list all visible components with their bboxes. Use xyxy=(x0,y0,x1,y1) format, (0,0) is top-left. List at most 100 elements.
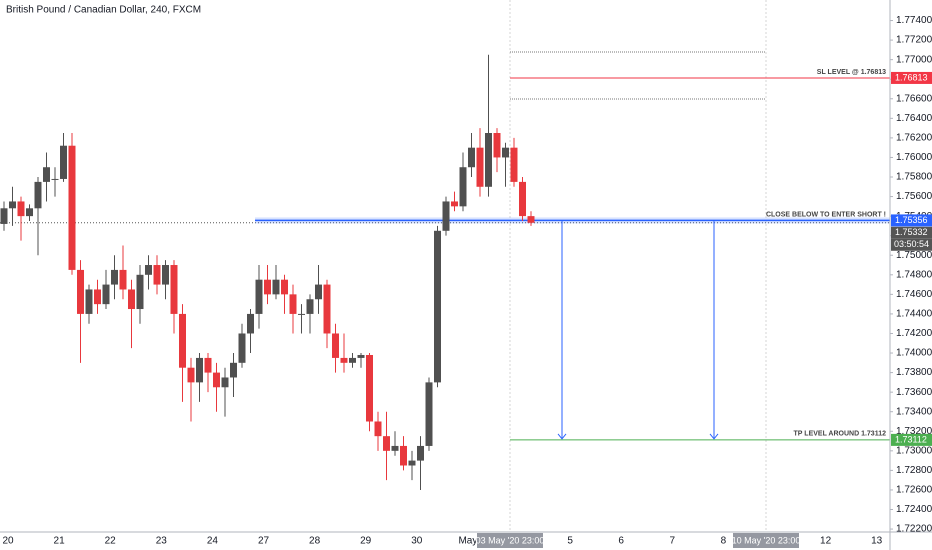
candle-body xyxy=(153,265,161,285)
y-tick-label: 1.75600 xyxy=(896,191,932,202)
candle-body xyxy=(34,181,42,209)
y-tick-label: 1.73400 xyxy=(896,406,932,417)
candle-body xyxy=(434,230,441,383)
x-tick-label: 13 xyxy=(871,536,883,547)
y-tick-label: 1.73000 xyxy=(896,445,932,456)
level-tag-label: 1.76813 xyxy=(895,72,928,82)
candle-body xyxy=(128,289,135,310)
candle-body xyxy=(391,445,399,451)
candle-body xyxy=(68,145,76,270)
candle-body xyxy=(111,269,118,285)
candle-body xyxy=(230,362,237,378)
candle-body xyxy=(493,133,501,158)
candle-body xyxy=(77,269,84,314)
candle-body xyxy=(9,201,16,209)
y-tick-label: 1.72200 xyxy=(896,524,932,535)
y-tick-label: 1.74000 xyxy=(896,348,932,359)
candle-body xyxy=(289,294,297,314)
x-tick-label: 29 xyxy=(360,536,372,547)
y-tick-label: 1.74800 xyxy=(896,269,932,280)
candle-body xyxy=(323,284,331,334)
candle-body xyxy=(94,289,101,305)
plot: SL LEVEL @ 1.76813 CLOSE BELOW TO ENTER S… xyxy=(0,54,890,490)
arrow-head xyxy=(709,433,719,440)
candle-body xyxy=(255,279,263,314)
candle-body xyxy=(238,333,246,363)
x-tick-label: 5 xyxy=(567,536,573,547)
x-tick-label: 21 xyxy=(54,536,66,547)
candle-body xyxy=(374,421,382,437)
candle-body xyxy=(213,372,220,388)
candle-body xyxy=(519,181,526,217)
candle-body xyxy=(425,382,433,446)
candle-body xyxy=(145,265,152,275)
candle-body xyxy=(162,265,169,285)
chart-title: British Pound / Canadian Dollar, 240, FX… xyxy=(6,5,201,16)
candle-body xyxy=(476,147,484,187)
x-tick-label: 28 xyxy=(309,536,321,547)
candle-body xyxy=(468,147,475,168)
last-price-tag xyxy=(891,226,932,239)
candle-body xyxy=(502,147,509,158)
x-tick-label: 22 xyxy=(105,536,117,547)
candle-body xyxy=(459,167,467,207)
candle-body xyxy=(187,367,195,383)
level-label: TP LEVEL AROUND 1.73112 xyxy=(794,431,887,438)
y-tick-label: 1.72600 xyxy=(896,485,932,496)
candle-body xyxy=(179,313,186,368)
y-tick-label: 1.74200 xyxy=(896,328,932,339)
candle-body xyxy=(442,201,450,231)
candle-body xyxy=(298,313,305,315)
candle-body xyxy=(306,299,314,314)
y-tick-label: 1.74600 xyxy=(896,289,932,300)
candle-body xyxy=(400,445,407,466)
candle-body xyxy=(102,284,110,305)
candle-body xyxy=(349,357,356,363)
candle-body xyxy=(221,377,229,388)
candle-body xyxy=(485,133,492,187)
time-highlight xyxy=(733,533,799,548)
candle-body xyxy=(408,460,416,466)
y-tick-label: 1.74400 xyxy=(896,309,932,320)
x-tick-label: 20 xyxy=(2,536,14,547)
x-tick-label: 24 xyxy=(207,536,219,547)
level-tag-label: 1.73112 xyxy=(895,434,927,444)
y-tick-label: 1.73600 xyxy=(896,387,932,398)
candle-body xyxy=(85,289,93,314)
y-tick-label: 1.76200 xyxy=(896,133,932,144)
y-tick-label: 1.72400 xyxy=(896,504,932,515)
x-tick-label: 30 xyxy=(411,536,423,547)
y-tick-label: 1.75800 xyxy=(896,172,932,183)
x-tick-label: 7 xyxy=(670,536,676,547)
level-tag-label: 1.75356 xyxy=(895,215,928,225)
candle-body xyxy=(196,357,203,383)
level-tag xyxy=(891,214,932,227)
candle-body xyxy=(26,208,33,217)
y-tick-label: 1.73200 xyxy=(896,426,932,437)
y-tick-label: 1.77400 xyxy=(896,15,932,26)
y-tick-label: 1.75000 xyxy=(896,250,932,261)
level-label: SL LEVEL @ 1.76813 xyxy=(817,69,886,76)
x-tick-label: 12 xyxy=(820,536,832,547)
candle-body xyxy=(417,445,424,461)
level-label: CLOSE BELOW TO ENTER SHORT ! xyxy=(766,211,886,218)
candle-body xyxy=(366,354,373,422)
time-highlight xyxy=(477,533,543,548)
y-tick-label: 1.76400 xyxy=(896,113,932,124)
x-tick-label: 27 xyxy=(258,536,270,547)
candle-body xyxy=(527,216,535,223)
candle-body xyxy=(383,436,390,451)
countdown-tag xyxy=(891,238,932,251)
last-price-label: 1.75332 xyxy=(895,227,928,237)
candle-body xyxy=(119,269,127,290)
candle-body xyxy=(510,147,518,182)
arrow-head xyxy=(557,433,567,440)
y-tick-label: 1.76000 xyxy=(896,152,932,163)
candle-body xyxy=(451,201,458,207)
candle-body xyxy=(247,313,254,334)
candle-body xyxy=(264,279,271,295)
countdown-label: 03:50:54 xyxy=(894,239,929,249)
x-tick-label: 8 xyxy=(721,536,727,547)
level-tag xyxy=(891,71,932,84)
